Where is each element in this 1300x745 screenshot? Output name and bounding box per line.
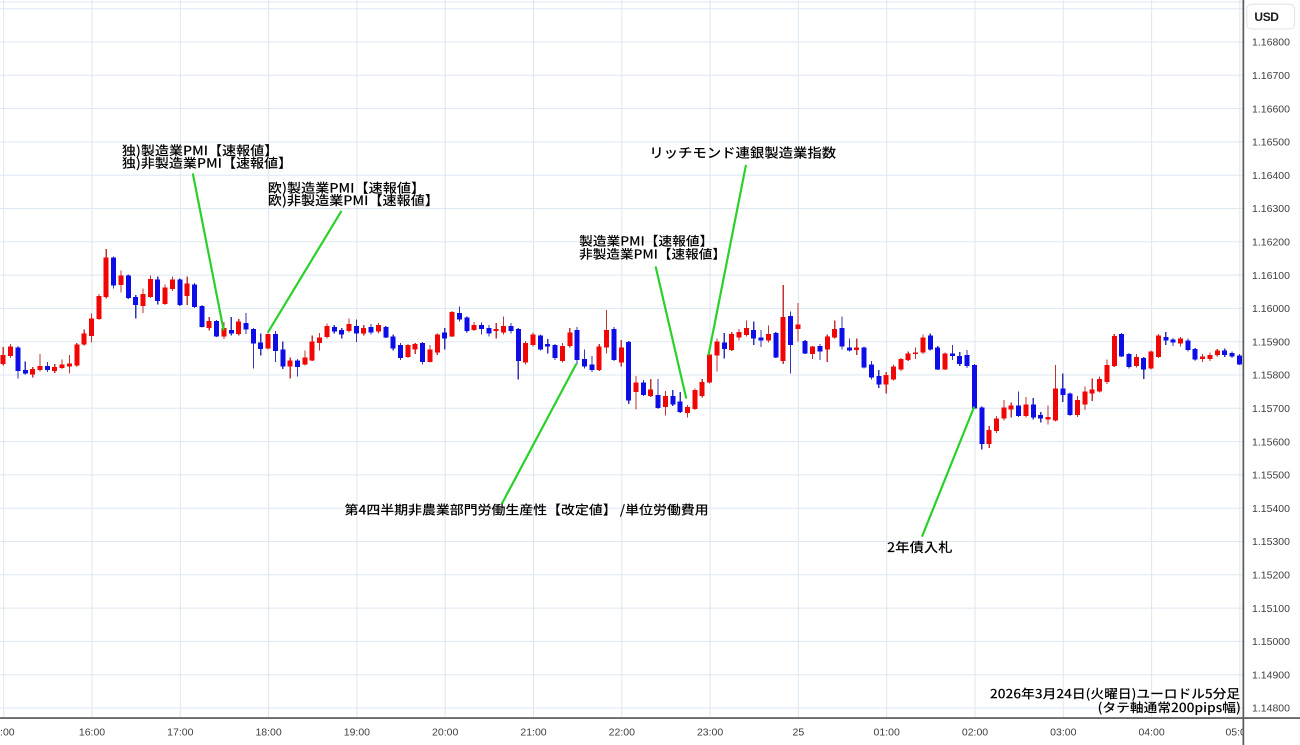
svg-text:16:00: 16:00 — [79, 727, 105, 739]
svg-text:05:00: 05:00 — [1225, 727, 1251, 739]
svg-text:1.15400: 1.15400 — [1252, 503, 1290, 515]
svg-text:1.16700: 1.16700 — [1252, 70, 1290, 82]
svg-text:1.15800: 1.15800 — [1252, 370, 1290, 382]
svg-text:17:00: 17:00 — [167, 727, 193, 739]
svg-text:21:00: 21:00 — [520, 727, 546, 739]
svg-text:1.15600: 1.15600 — [1252, 436, 1290, 448]
svg-text:1.16500: 1.16500 — [1252, 137, 1290, 149]
svg-text:1.16600: 1.16600 — [1252, 103, 1290, 115]
svg-text:1.15000: 1.15000 — [1252, 636, 1290, 648]
svg-text:25: 25 — [793, 727, 805, 739]
svg-text:1.16300: 1.16300 — [1252, 203, 1290, 215]
svg-text:02:00: 02:00 — [962, 727, 988, 739]
svg-text:1.15500: 1.15500 — [1252, 470, 1290, 482]
svg-text:1.15900: 1.15900 — [1252, 336, 1290, 348]
svg-text:USD: USD — [1254, 10, 1279, 24]
svg-text:19:00: 19:00 — [344, 727, 370, 739]
svg-text:1.15300: 1.15300 — [1252, 536, 1290, 548]
svg-text:1.14900: 1.14900 — [1252, 669, 1290, 681]
svg-text:1.15100: 1.15100 — [1252, 603, 1290, 615]
svg-text:1.16000: 1.16000 — [1252, 303, 1290, 315]
svg-text:1.16100: 1.16100 — [1252, 270, 1290, 282]
svg-text:15:00: 15:00 — [0, 727, 15, 739]
svg-text:04:00: 04:00 — [1138, 727, 1164, 739]
svg-text:1.16800: 1.16800 — [1252, 37, 1290, 49]
svg-text:1.16400: 1.16400 — [1252, 170, 1290, 182]
svg-text:22:00: 22:00 — [609, 727, 635, 739]
svg-text:1.15200: 1.15200 — [1252, 570, 1290, 582]
svg-text:1.15700: 1.15700 — [1252, 403, 1290, 415]
svg-text:18:00: 18:00 — [255, 727, 281, 739]
svg-text:01:00: 01:00 — [874, 727, 900, 739]
svg-text:1.14800: 1.14800 — [1252, 703, 1290, 715]
svg-text:03:00: 03:00 — [1050, 727, 1076, 739]
svg-text:1.16200: 1.16200 — [1252, 237, 1290, 249]
svg-text:23:00: 23:00 — [697, 727, 723, 739]
svg-text:20:00: 20:00 — [432, 727, 458, 739]
